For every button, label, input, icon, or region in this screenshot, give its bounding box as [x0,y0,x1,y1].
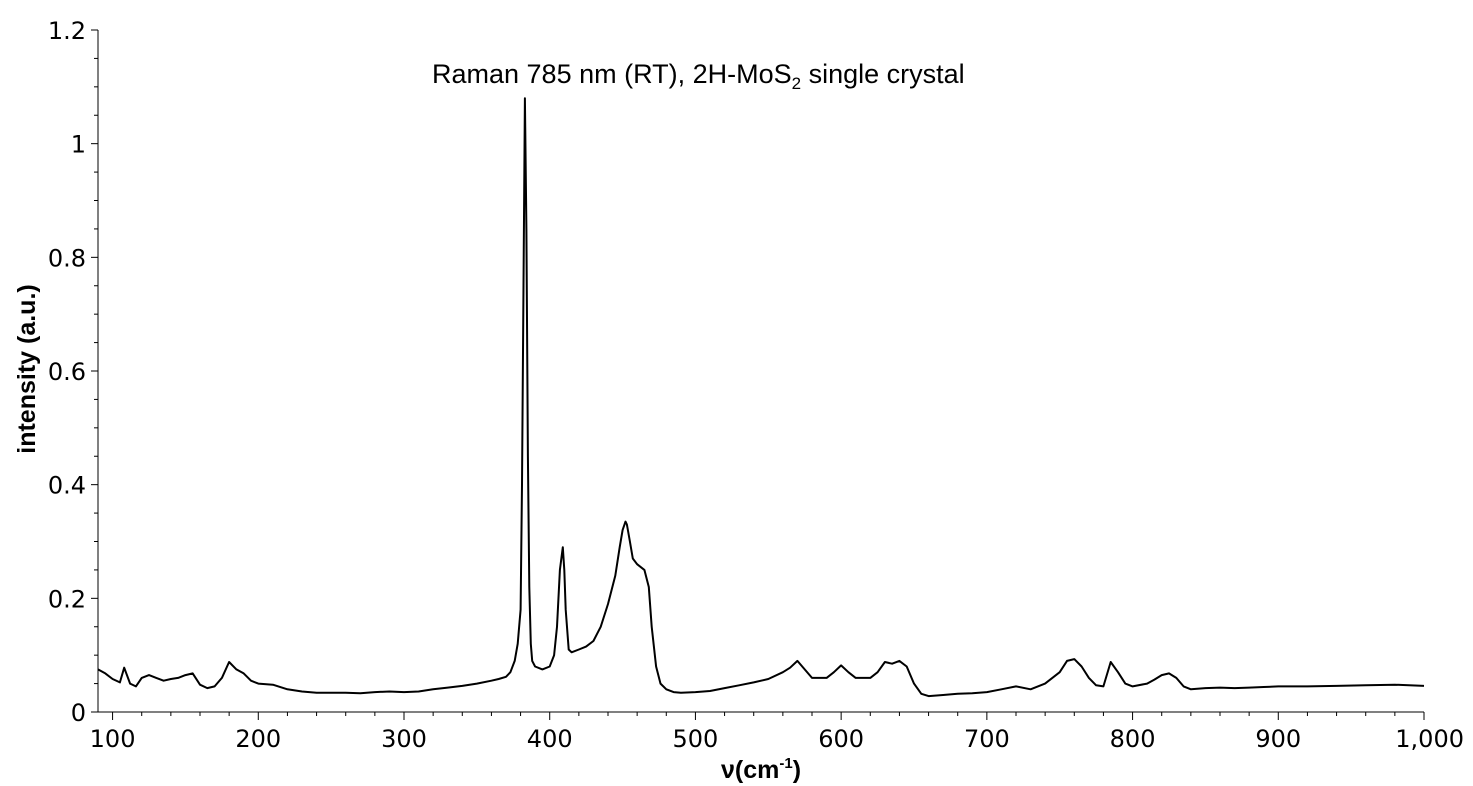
y-tick-label: 0 [71,699,86,727]
x-axis-label-superscript: -1 [779,755,792,772]
x-tick-label: 100 [90,725,136,753]
x-tick-label: 1,000 [1395,725,1464,753]
x-axis: 100 200 300 400 500 600 700 800 900 1,000 [90,711,1464,753]
x-tick-label: 900 [1255,725,1301,753]
x-tick-label: 700 [964,725,1010,753]
x-tick-label: 800 [1110,725,1156,753]
series-layer [97,97,1425,698]
x-axis-label: ν(cm-1) [721,755,801,784]
y-tick-label: 0.8 [48,244,86,272]
chart-title-main: Raman 785 nm (RT), 2H-MoS [432,59,792,89]
x-axis-label-suffix: ) [793,756,801,784]
x-tick-label: 400 [527,725,573,753]
x-axis-label-main: ν(cm [721,756,779,784]
y-tick-label: 0.4 [48,472,86,500]
x-tick-label: 500 [673,725,719,753]
chart-title: Raman 785 nm (RT), 2H-MoS2 single crysta… [432,59,965,93]
spectrum-line [97,97,1425,698]
x-tick-label: 600 [818,725,864,753]
y-tick-label: 1.2 [48,17,86,45]
y-tick-label: 0.2 [48,585,86,613]
y-axis-label: intensity (a.u.) [13,284,41,453]
y-tick-label: 0.6 [48,358,86,386]
y-tick-label: 1 [71,131,86,159]
x-tick-label: 300 [381,725,427,753]
y-axis: 0 0.2 0.4 0.6 0.8 1 1.2 [48,17,99,727]
chart-title-subscript: 2 [792,74,801,93]
x-tick-label: 200 [235,725,281,753]
chart-title-suffix: single crystal [801,59,965,89]
